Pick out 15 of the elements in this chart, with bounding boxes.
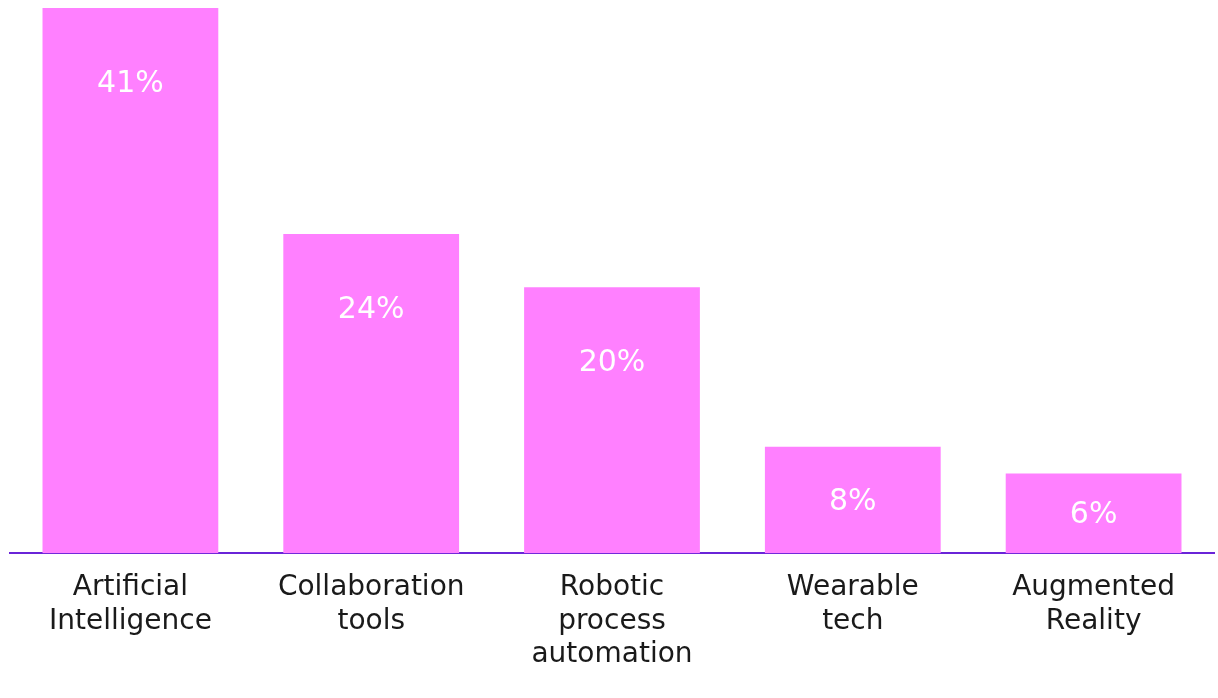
bar — [524, 287, 700, 554]
data-label: 8% — [829, 481, 877, 517]
x-tick-label: Robotic process automation — [531, 569, 693, 670]
data-label: 41% — [97, 63, 164, 99]
x-tick-label: Augmented Reality — [1012, 569, 1176, 636]
data-label: 6% — [1069, 495, 1118, 531]
bar — [283, 234, 460, 554]
bar — [1005, 473, 1182, 554]
x-tick-label: Wearable tech — [786, 569, 919, 636]
x-tick-label: Collaboration tools — [277, 569, 465, 636]
data-label: 24% — [337, 289, 405, 325]
data-label: 20% — [578, 343, 646, 379]
x-tick-label: Artificial Intelligence — [48, 569, 212, 636]
bar — [764, 446, 941, 554]
bar — [42, 8, 219, 554]
